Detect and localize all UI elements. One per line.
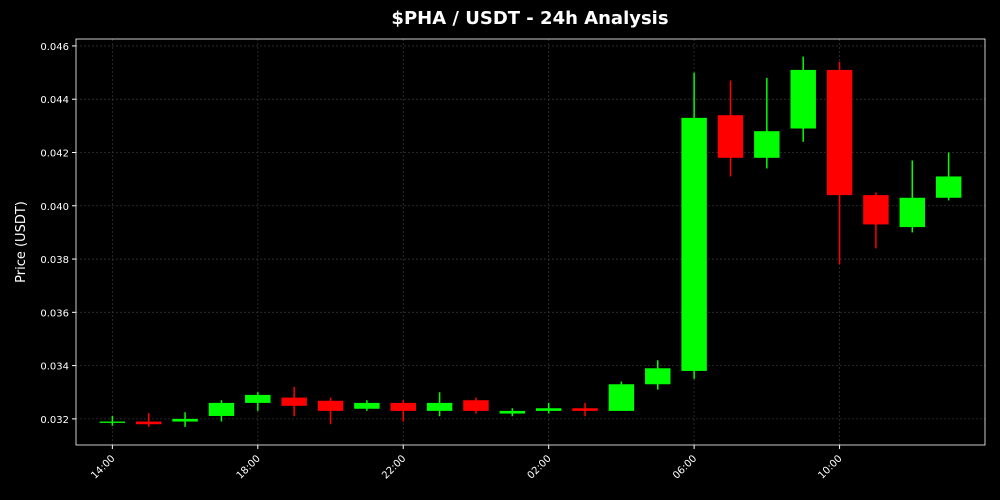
candle-body	[99, 421, 126, 423]
candle-body	[935, 176, 962, 198]
candle-body	[135, 421, 162, 425]
y-tick-label: 0.038	[40, 255, 69, 266]
y-tick-label: 0.044	[40, 95, 69, 106]
candle-body	[281, 397, 307, 406]
candle-body	[354, 402, 380, 409]
candle-body	[208, 402, 235, 416]
candle-body	[390, 402, 416, 411]
y-tick-label: 0.046	[40, 42, 69, 53]
candle-body	[317, 400, 344, 411]
candle-body	[681, 117, 707, 371]
candle-body	[826, 69, 853, 196]
y-axis-label: Price (USDT)	[14, 201, 29, 283]
y-tick-label: 0.034	[40, 362, 69, 373]
candle-body	[899, 197, 926, 228]
y-tick-label: 0.032	[40, 415, 69, 426]
candle-body	[172, 418, 198, 422]
candle-body	[426, 402, 453, 411]
plot-frame	[75, 38, 986, 446]
candle-body	[754, 131, 780, 158]
candle-body	[499, 410, 526, 414]
chart-title: $PHA / USDT - 24h Analysis	[391, 8, 668, 29]
candle-body	[645, 368, 671, 385]
y-tick-label: 0.036	[40, 308, 69, 319]
candle-body	[535, 408, 562, 411]
candle-body	[863, 195, 889, 225]
candle-body	[717, 115, 744, 158]
candle-body	[245, 394, 271, 403]
candle-body	[608, 384, 635, 411]
candle-body	[463, 400, 489, 411]
y-tick-label: 0.040	[40, 202, 69, 213]
candle-body	[790, 69, 816, 129]
y-tick-label: 0.042	[40, 148, 69, 159]
candle-body	[572, 408, 598, 411]
